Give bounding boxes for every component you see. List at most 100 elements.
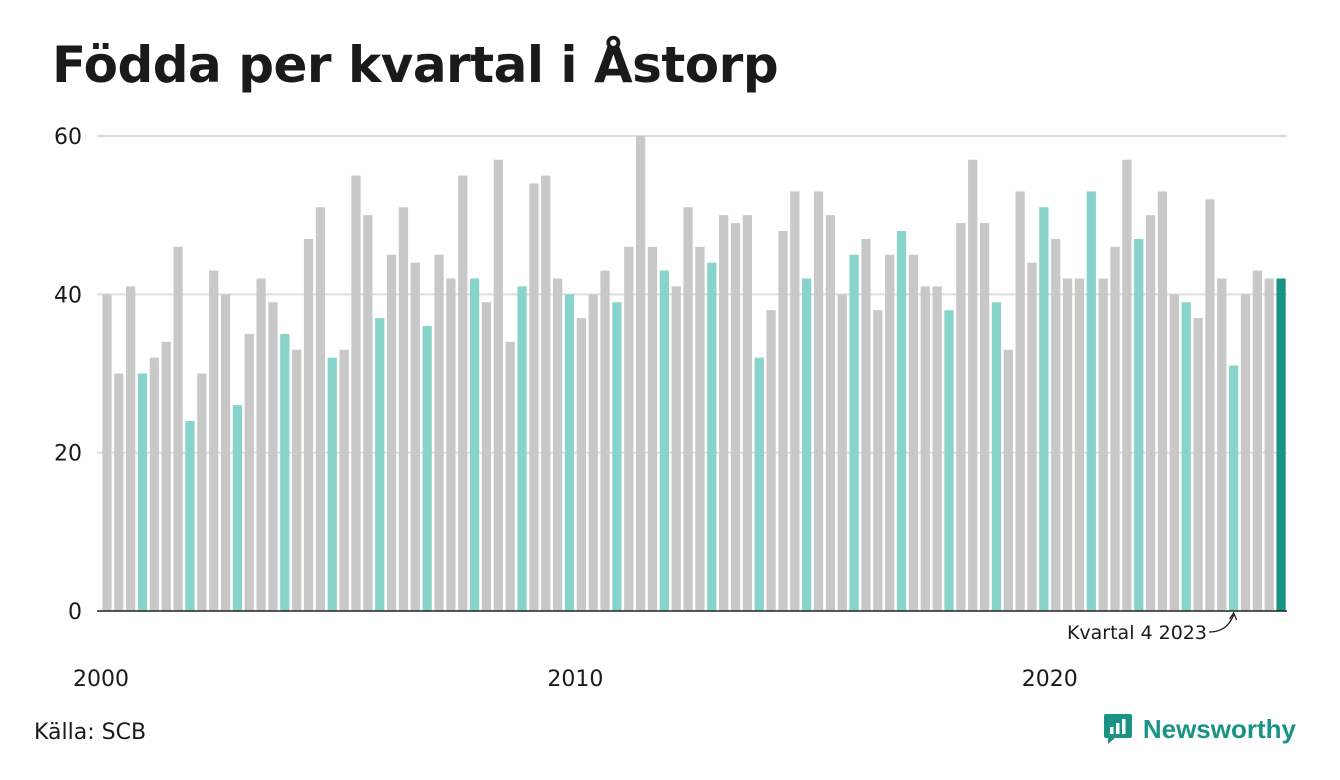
bar	[363, 215, 373, 611]
bar	[1193, 318, 1203, 611]
bar	[647, 246, 658, 612]
source-label: Källa: SCB	[34, 720, 147, 745]
bar	[849, 254, 859, 611]
bar	[434, 254, 444, 611]
bar	[920, 286, 930, 611]
bar	[624, 246, 634, 612]
bar	[813, 191, 824, 611]
bar	[956, 223, 966, 612]
x-tick-label: 2020	[1022, 667, 1078, 692]
bar	[386, 254, 397, 611]
bar	[671, 286, 681, 611]
bar	[802, 278, 812, 611]
newsworthy-logo-icon	[1103, 714, 1132, 744]
bar	[1074, 278, 1085, 611]
bar	[375, 318, 385, 611]
bar	[1039, 207, 1049, 611]
bar	[944, 310, 954, 611]
bar	[873, 310, 883, 611]
bar	[1003, 349, 1013, 611]
bar	[1205, 199, 1215, 612]
bar	[825, 215, 836, 611]
bar	[730, 223, 741, 612]
bar	[1264, 278, 1274, 611]
bar	[149, 357, 159, 611]
bar	[256, 278, 266, 611]
bar	[1062, 278, 1073, 611]
bar	[564, 294, 575, 611]
bar	[197, 373, 207, 611]
bar	[244, 333, 254, 611]
bar	[517, 286, 527, 611]
bar	[612, 302, 622, 611]
bar	[968, 159, 978, 611]
bar	[339, 349, 349, 611]
bar	[280, 333, 290, 611]
bar	[114, 373, 124, 611]
bar	[837, 294, 847, 611]
bar	[1027, 262, 1037, 611]
bar	[754, 357, 764, 611]
bar	[979, 223, 990, 612]
bar	[908, 254, 919, 611]
bar	[636, 136, 646, 611]
bar	[268, 302, 278, 611]
bar	[315, 207, 326, 611]
bar	[1122, 159, 1132, 611]
bar	[446, 278, 456, 611]
bar	[1276, 278, 1286, 611]
y-tick-label: 0	[68, 600, 82, 625]
bar	[576, 318, 586, 611]
bar	[327, 357, 337, 611]
bar	[991, 302, 1002, 611]
bar	[541, 175, 551, 612]
bar	[232, 405, 243, 611]
bar	[161, 341, 171, 611]
y-tick-label: 40	[54, 283, 82, 308]
bar	[766, 310, 776, 611]
bar	[529, 183, 539, 611]
y-tick-label: 60	[54, 125, 82, 150]
bar	[719, 215, 729, 611]
annotation-label: Kvartal 4 2023	[1067, 622, 1207, 644]
bar	[790, 191, 800, 611]
bar	[493, 159, 503, 611]
bar	[1181, 302, 1191, 611]
bar	[458, 175, 468, 612]
bar	[1015, 191, 1025, 611]
bar	[600, 270, 610, 611]
bar	[1086, 191, 1096, 611]
bar	[398, 207, 409, 611]
bar	[778, 231, 788, 611]
annotation-arrowhead	[1229, 611, 1238, 621]
bar	[351, 175, 361, 612]
bar	[481, 302, 492, 611]
brand-name: Newsworthy	[1142, 713, 1296, 744]
bar	[292, 349, 302, 611]
bar	[173, 246, 183, 612]
bar	[209, 270, 219, 611]
bar	[659, 270, 669, 611]
bar	[683, 207, 693, 611]
annotation-arrow	[1208, 614, 1235, 633]
bar	[102, 294, 112, 611]
bar	[896, 231, 907, 611]
x-tick-label: 2010	[547, 667, 603, 692]
bar	[1252, 270, 1262, 611]
bar	[695, 246, 705, 612]
bar	[185, 421, 195, 611]
bar	[422, 326, 432, 611]
bar	[552, 278, 563, 611]
bar	[1110, 246, 1120, 612]
bar	[469, 278, 480, 611]
bar	[137, 373, 148, 611]
bar	[1098, 278, 1108, 611]
chart-title: Födda per kvartal i Åstorp	[52, 36, 779, 94]
bar	[742, 215, 752, 611]
bar	[1145, 215, 1156, 611]
bar	[588, 294, 598, 611]
bar	[220, 294, 231, 611]
bar	[505, 341, 515, 611]
bar	[1157, 191, 1168, 611]
bar	[861, 238, 871, 611]
